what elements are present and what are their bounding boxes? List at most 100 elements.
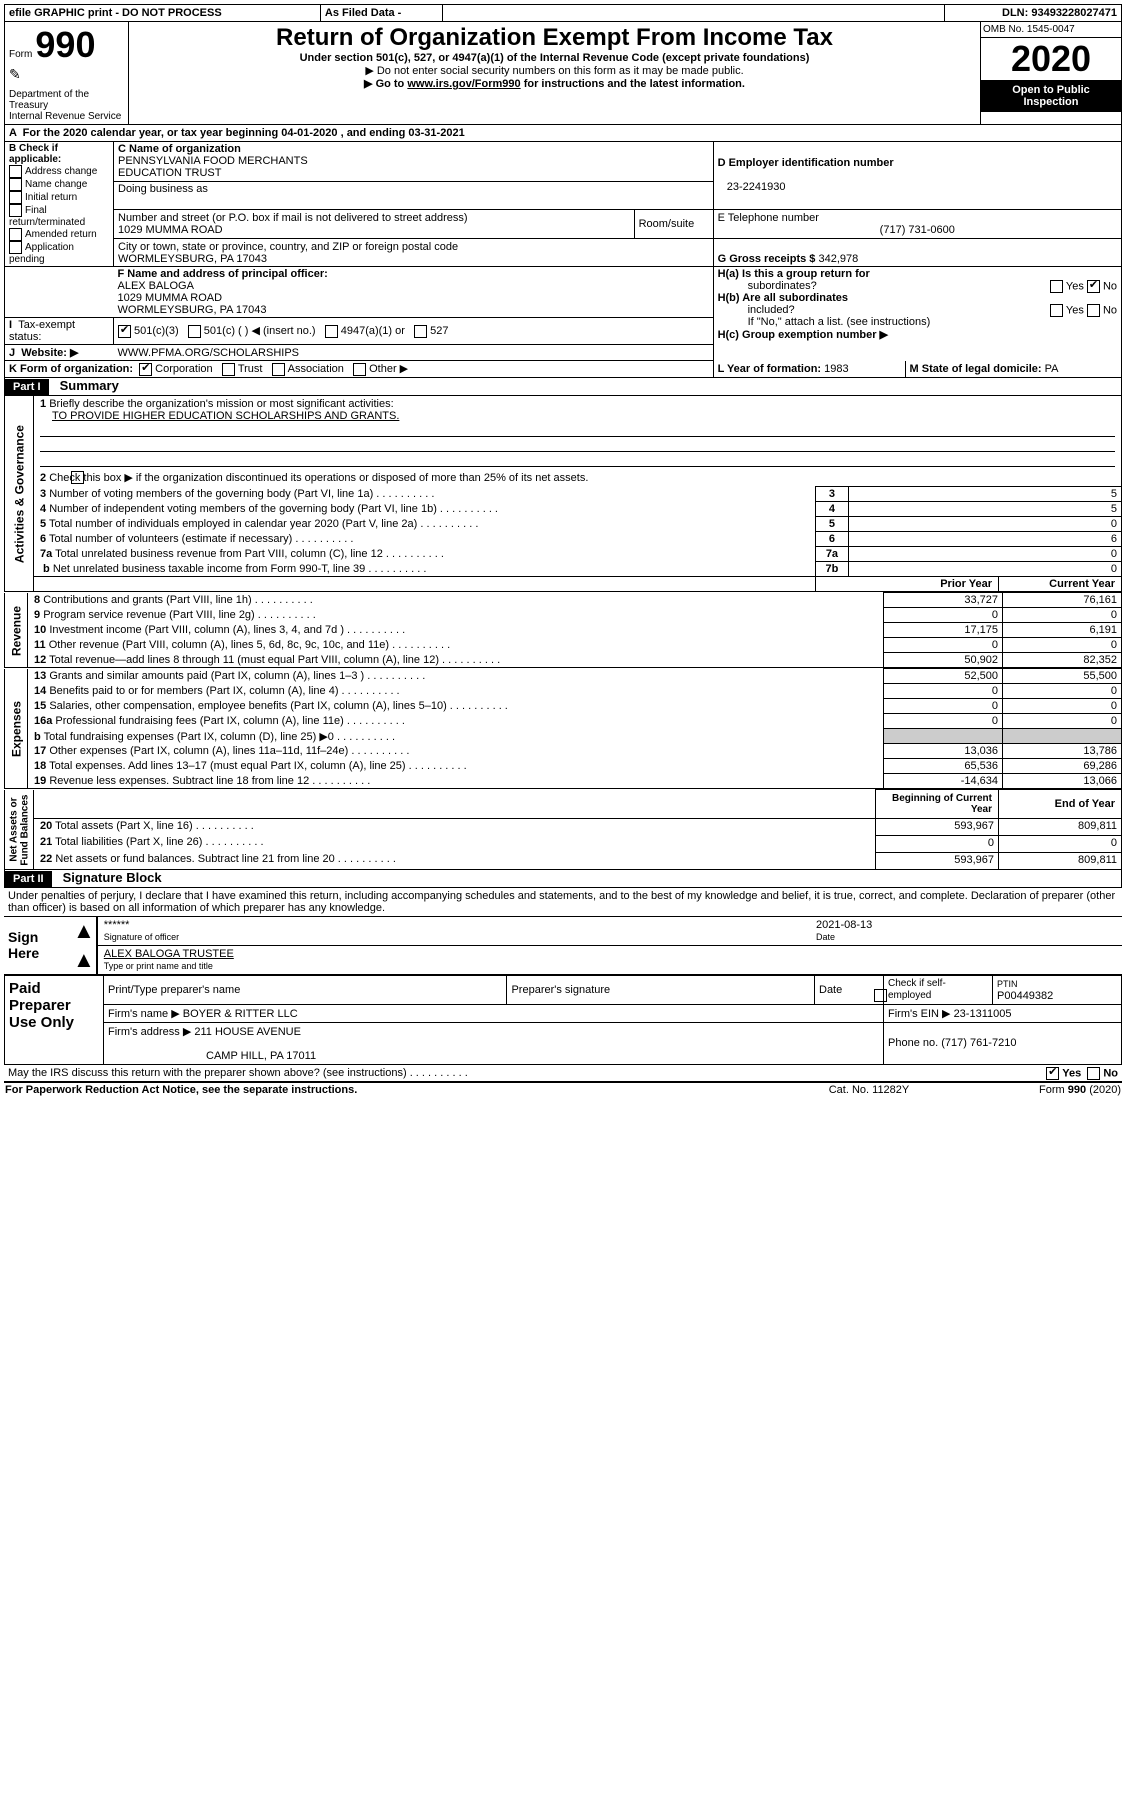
- gross-receipts-value: 342,978: [818, 253, 858, 265]
- tax-year: 2020: [981, 38, 1121, 80]
- line-9: 9 Program service revenue (Part VIII, li…: [28, 608, 884, 623]
- preparer-name-label: Print/Type preparer's name: [104, 975, 507, 1004]
- line-19: 19 Revenue less expenses. Subtract line …: [28, 774, 884, 789]
- entity-block: B Check if applicable: Address change Na…: [4, 142, 1122, 378]
- website-value: WWW.PFMA.ORG/SCHOLARSHIPS: [114, 345, 714, 361]
- side-label-netassets: Net Assets or Fund Balances: [5, 790, 34, 870]
- perjury-declaration: Under penalties of perjury, I declare th…: [4, 888, 1122, 916]
- cy-10: 6,191: [1003, 623, 1122, 638]
- py-10: 17,175: [884, 623, 1003, 638]
- form-label: Form: [9, 49, 32, 60]
- chk-4947[interactable]: 4947(a)(1) or: [341, 325, 405, 337]
- q1: Briefly describe the organization's miss…: [49, 398, 393, 410]
- side-label: Expenses: [5, 669, 28, 789]
- paperwork-notice: For Paperwork Reduction Act Notice, see …: [4, 1083, 768, 1097]
- org-name-2: EDUCATION TRUST: [118, 167, 222, 179]
- officer-printed-name: ALEX BALOGA TRUSTEE: [104, 948, 234, 960]
- chk-527[interactable]: 527: [430, 325, 448, 337]
- bc-22: 593,967: [876, 852, 999, 869]
- year-formation: 1983: [824, 363, 848, 375]
- h-a: H(a) Is this a group return for subordin…: [718, 268, 1117, 292]
- open-to-public: Open to Public Inspection: [981, 80, 1121, 112]
- line-7a: Total unrelated business revenue from Pa…: [55, 548, 444, 560]
- org-name-label: C Name of organization: [118, 143, 241, 155]
- line-22: 22 Net assets or fund balances. Subtract…: [34, 852, 876, 869]
- part2-header: Part II: [5, 871, 52, 887]
- line-12: 12 Total revenue—add lines 8 through 11 …: [28, 653, 884, 668]
- val-6: 6: [848, 532, 1121, 547]
- line-7b: Net unrelated business taxable income fr…: [53, 563, 427, 575]
- section-b-label: B Check if applicable:: [9, 143, 61, 165]
- bc-20: 593,967: [876, 818, 999, 835]
- val-5: 0: [848, 517, 1121, 532]
- q2: Check this box ▶ if the organization dis…: [49, 472, 588, 484]
- py-12: 50,902: [884, 653, 1003, 668]
- line-5: Total number of individuals employed in …: [49, 518, 478, 530]
- bc-21: 0: [876, 835, 999, 852]
- chk-amended-return[interactable]: Amended return: [25, 229, 97, 240]
- efile-notice: efile GRAPHIC print - DO NOT PROCESS: [5, 5, 321, 22]
- chk-trust[interactable]: Trust: [238, 363, 263, 375]
- room-suite: Room/suite: [634, 210, 713, 238]
- val-3: 5: [848, 487, 1121, 502]
- dept-line1: Department of the: [9, 89, 89, 100]
- py-13: 52,500: [884, 669, 1003, 684]
- chk-assoc[interactable]: Association: [288, 363, 344, 375]
- prior-year-hdr: Prior Year: [815, 577, 998, 592]
- chk-501c[interactable]: 501(c) ( ) ◀ (insert no.): [204, 325, 316, 337]
- top-bar: efile GRAPHIC print - DO NOT PROCESS As …: [4, 4, 1122, 22]
- officer-street: 1029 MUMMA ROAD: [118, 292, 223, 304]
- current-year-hdr: Current Year: [999, 577, 1122, 592]
- line-6: Total number of volunteers (estimate if …: [49, 533, 353, 545]
- chk-501c3[interactable]: 501(c)(3): [134, 325, 179, 337]
- state-domicile: PA: [1045, 363, 1059, 375]
- cy-9: 0: [1003, 608, 1122, 623]
- cy-11: 0: [1003, 638, 1122, 653]
- py-14: 0: [884, 684, 1003, 699]
- chk-address-change[interactable]: Address change: [25, 166, 97, 177]
- officer-label: F Name and address of principal officer:: [118, 268, 328, 280]
- py-17: 13,036: [884, 744, 1003, 759]
- ein-value: 23-2241930: [727, 181, 786, 193]
- cy-14: 0: [1003, 684, 1122, 699]
- line-b: b Total fundraising expenses (Part IX, c…: [28, 729, 884, 744]
- val-4: 5: [848, 502, 1121, 517]
- cy-17: 13,786: [1003, 744, 1122, 759]
- firm-phone-label: Phone no.: [888, 1037, 938, 1049]
- ein-label: D Employer identification number: [718, 157, 894, 169]
- year-formation-label: L Year of formation:: [718, 363, 822, 375]
- cy-b: [1003, 729, 1122, 744]
- chk-other[interactable]: Other ▶: [369, 363, 408, 375]
- side-label-governance: Activities & Governance: [5, 396, 34, 592]
- chk-corp[interactable]: Corporation: [155, 363, 212, 375]
- py-18: 65,536: [884, 759, 1003, 774]
- revenue-table: Revenue8 Contributions and grants (Part …: [4, 592, 1122, 668]
- sign-here-block: Sign Here ▲ ****** Signature of officer …: [4, 916, 1122, 975]
- phone-label: E Telephone number: [718, 212, 819, 224]
- ey-20: 809,811: [999, 818, 1122, 835]
- line-20: 20 Total assets (Part X, line 16): [34, 818, 876, 835]
- sign-date: 2021-08-13: [816, 919, 872, 931]
- line-16a: 16a Professional fundraising fees (Part …: [28, 714, 884, 729]
- h-b: H(b) Are all subordinates included? Yes …: [718, 292, 1117, 316]
- form-of-org-label: K Form of organization:: [9, 363, 133, 375]
- summary-table: Activities & Governance 1 Briefly descri…: [4, 396, 1122, 593]
- py-9: 0: [884, 608, 1003, 623]
- preparer-date-label: Date: [815, 975, 884, 1004]
- chk-initial-return[interactable]: Initial return: [25, 192, 77, 203]
- cy-15: 0: [1003, 699, 1122, 714]
- cy-18: 69,286: [1003, 759, 1122, 774]
- chk-name-change[interactable]: Name change: [25, 179, 87, 190]
- val-7b: 0: [848, 562, 1121, 577]
- part1-title: Summary: [52, 378, 119, 393]
- ey-22: 809,811: [999, 852, 1122, 869]
- self-employed: Check if self-employed: [884, 975, 993, 1004]
- line-13: 13 Grants and similar amounts paid (Part…: [28, 669, 884, 684]
- street-value: 1029 MUMMA ROAD: [118, 224, 223, 236]
- discuss-line: May the IRS discuss this return with the…: [4, 1065, 1122, 1083]
- website-label: Website: ▶: [21, 347, 78, 359]
- ptin-label: PTIN: [997, 979, 1018, 989]
- netassets-table: Net Assets or Fund BalancesBeginning of …: [4, 789, 1122, 870]
- form-subtitle-2: ▶ Do not enter social security numbers o…: [133, 64, 976, 77]
- org-name-1: PENNSYLVANIA FOOD MERCHANTS: [118, 155, 308, 167]
